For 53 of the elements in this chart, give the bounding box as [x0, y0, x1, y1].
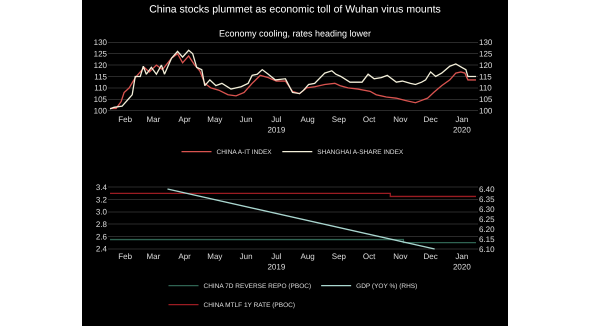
chart-title: China stocks plummet as economic toll of Wuhan virus mounts [149, 4, 441, 16]
y2-tick-label: 110 [479, 84, 492, 93]
y-tick-label: 130 [94, 38, 108, 48]
y2-tick-label: 100 [479, 106, 493, 116]
x-tick-label: Sep [332, 252, 347, 261]
x-tick-label: Nov [393, 252, 408, 261]
x-tick-label: Aug [300, 115, 315, 124]
y2-tick-label: 125 [479, 49, 493, 58]
y2-tick-label: 6.10 [479, 244, 496, 254]
x-tick-label: Jun [240, 115, 253, 124]
x-tick-label: Dec [424, 115, 438, 124]
y-tick-label: 105 [94, 95, 108, 104]
y2-tick-label: 120 [479, 60, 493, 70]
x-tick-label: Oct [362, 252, 376, 261]
x-tick-label: Oct [362, 115, 376, 124]
x-tick-label: Mar [146, 252, 161, 261]
y2-tick-label: 115 [479, 72, 492, 82]
x-tick-label: Apr [178, 115, 192, 124]
x-tick-label: Mar [146, 115, 161, 124]
y2-tick-label: 105 [479, 95, 493, 104]
y-tick-label: 120 [94, 60, 108, 70]
x-tick-label: Jul 2019 [267, 115, 286, 134]
x-tick-label: Feb [118, 115, 133, 124]
x-tick-label: Jul 2019 [267, 252, 286, 272]
x-tick-label: May [207, 252, 222, 261]
x-tick-label: May [207, 115, 222, 124]
x-tick-label: Jan 2020 [452, 115, 472, 134]
x-tick-label: Sep [332, 115, 347, 124]
x-tick-label: Jun [240, 252, 253, 261]
y2-tick-label: 6.40 [479, 184, 496, 194]
y-tick-label: 2.6 [96, 232, 108, 242]
y-tick-label: 115 [94, 72, 108, 82]
x-tick-label: Nov [393, 115, 408, 124]
y-tick-label: 3.4 [96, 183, 108, 192]
y-tick-label: 2.4 [96, 244, 108, 254]
y2-tick-label: 130 [479, 38, 493, 48]
x-tick-label: Dec [424, 252, 438, 261]
y-tick-label: 125 [94, 49, 108, 58]
chart-subtitle: Economy cooling, rates heading lower [218, 28, 372, 38]
y-tick-label: 100 [94, 106, 108, 116]
y2-tick-label: 6.30 [479, 204, 496, 214]
y-tick-label: 110 [94, 84, 108, 93]
y-tick-label: 2.8 [96, 220, 108, 229]
y2-tick-label: 6.35 [479, 194, 496, 204]
x-tick-label: Feb [118, 252, 133, 261]
y2-tick-label: 6.25 [479, 214, 496, 224]
y2-tick-label: 6.20 [479, 224, 496, 234]
y2-tick-label: 6.15 [479, 234, 496, 244]
y-tick-label: 3.2 [96, 195, 108, 204]
y-tick-label: 3.0 [96, 208, 108, 217]
x-tick-label: Aug [300, 252, 315, 261]
x-tick-label: Apr [178, 252, 192, 261]
x-tick-label: Jan 2020 [452, 252, 472, 272]
